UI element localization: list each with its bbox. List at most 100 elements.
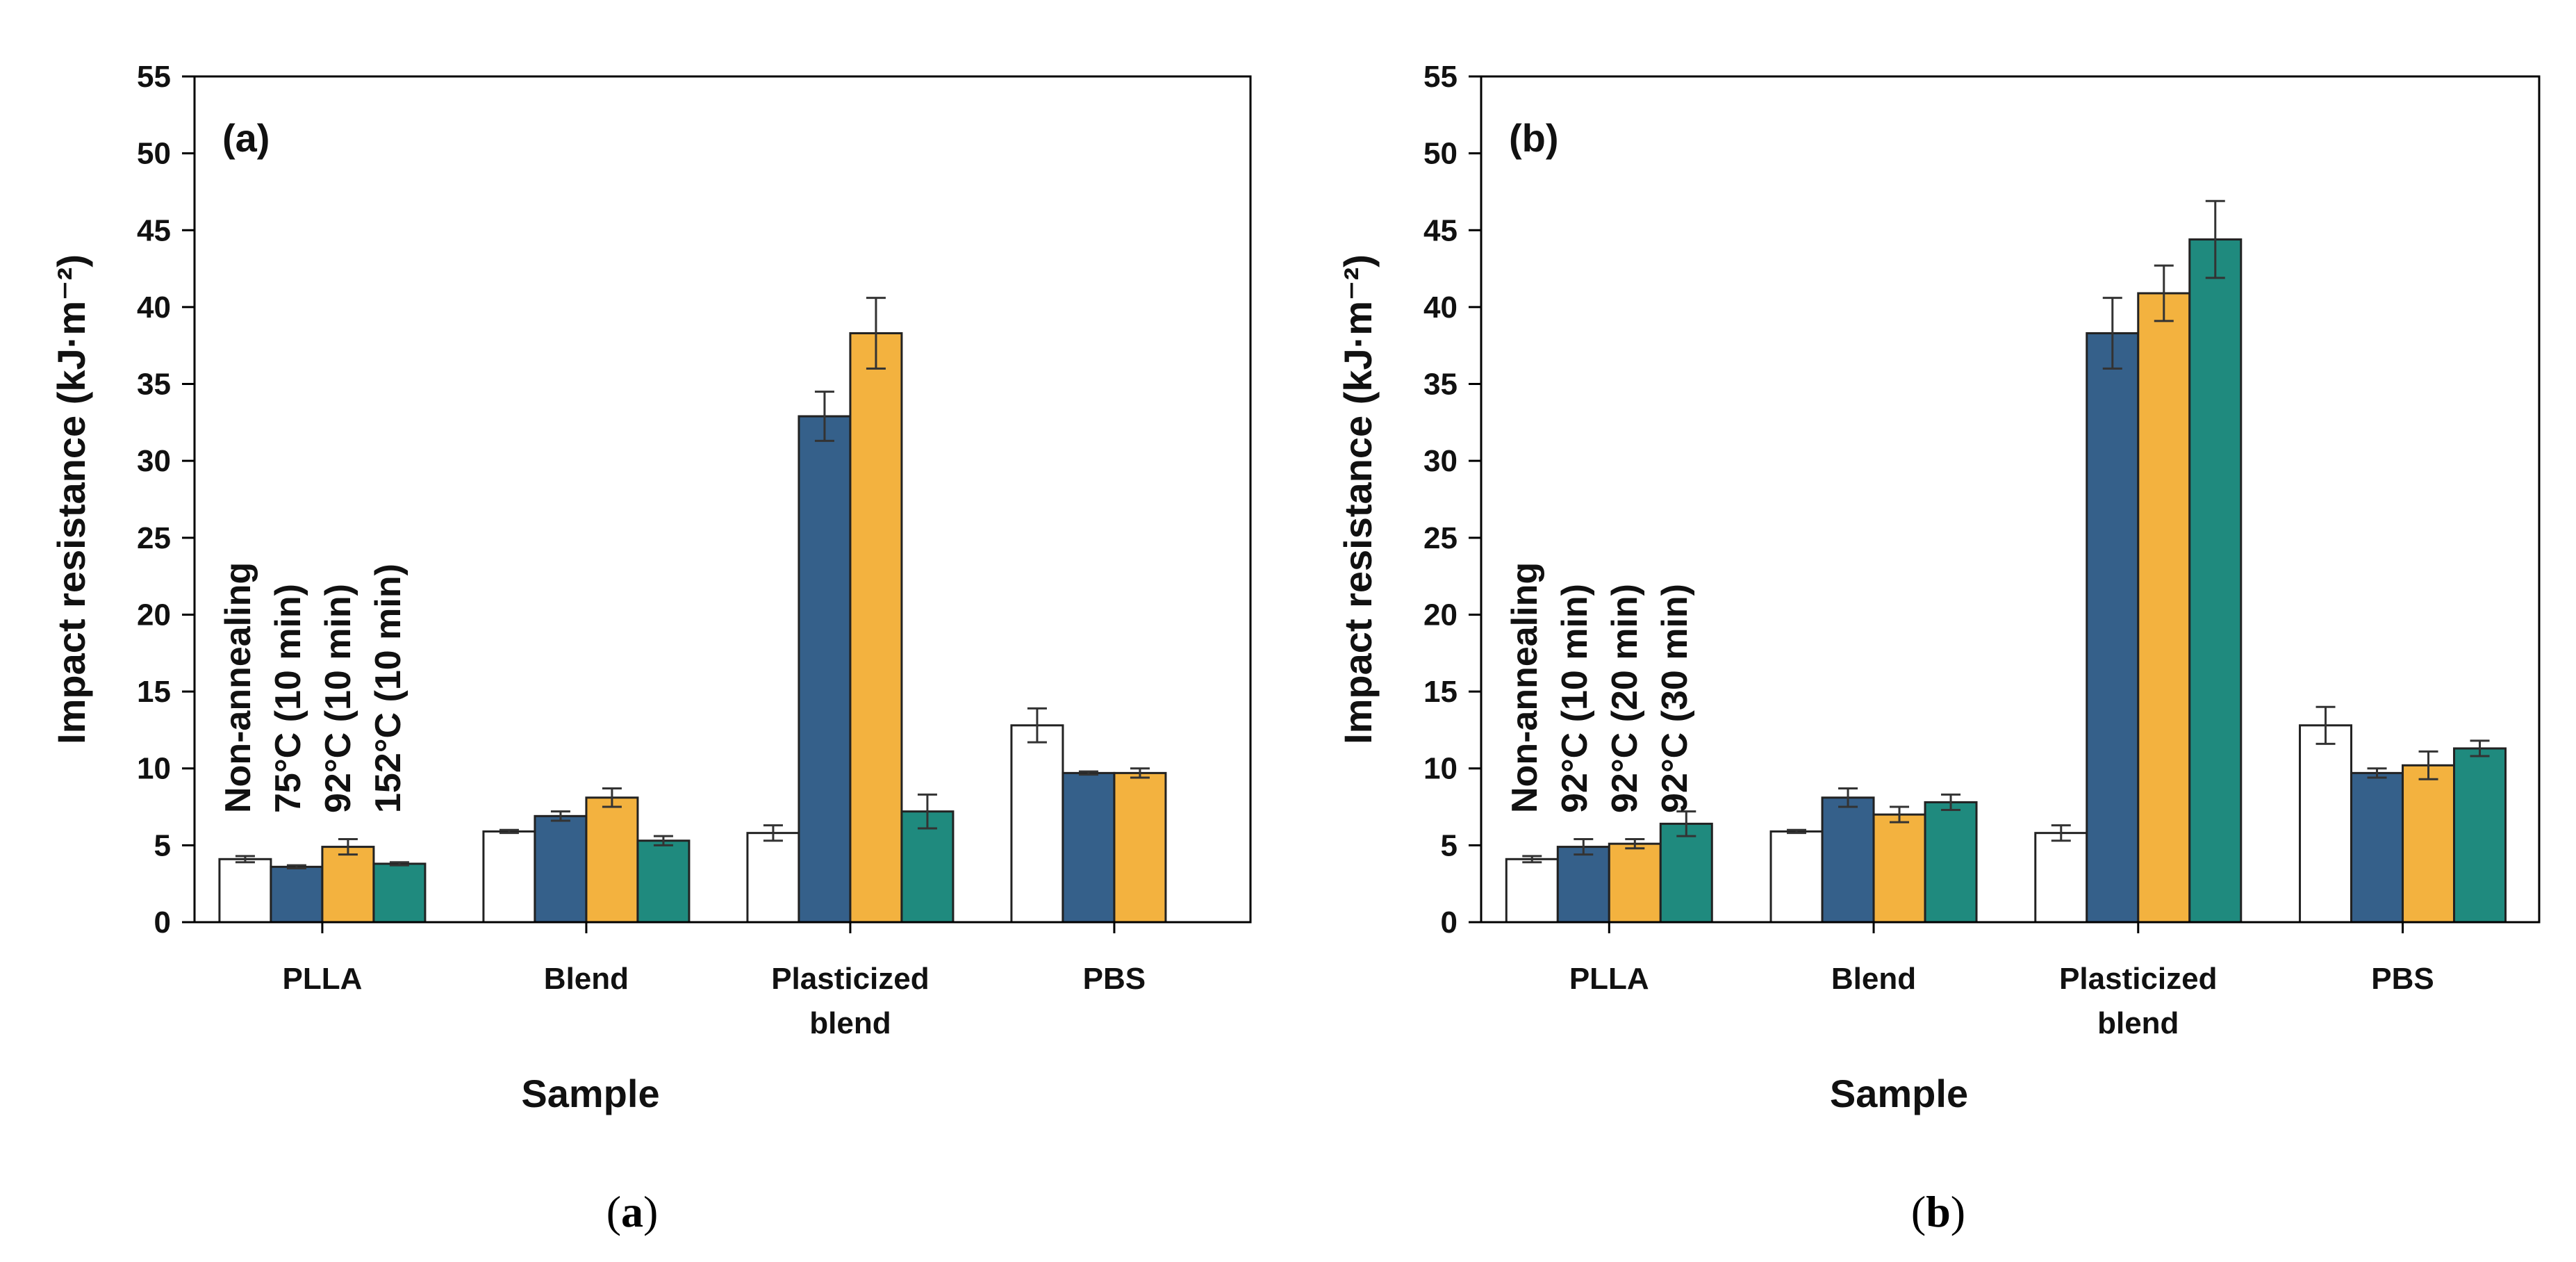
error-bar-a-1-3 [653, 835, 673, 846]
y-tick-label: 25 [137, 521, 171, 555]
y-tick-label: 55 [137, 60, 171, 94]
error-bar-b-1-3 [1941, 793, 1961, 811]
error-bar-b-2-2 [2154, 264, 2174, 322]
y-tick-label: 50 [137, 137, 171, 171]
legend-entry: 92°C (10 min) [318, 584, 358, 813]
legend-entry: 92°C (30 min) [1655, 584, 1695, 813]
error-bar-a-2-3 [917, 793, 937, 830]
error-bar-b-1-2 [1890, 805, 1910, 823]
bar-b-1-3 [1924, 801, 1978, 924]
bar-a-2-0 [746, 832, 800, 924]
chart-panel-a: 0 5 10 15 20 25 30 35 40 45 50 55 PLLA Blend Plasticiz… [49, 60, 1252, 1115]
x-tick-label: PLLA [1569, 962, 1649, 996]
error-bar-a-2-0 [763, 824, 783, 842]
error-bar-b-0-0 [1522, 855, 1542, 864]
x-tick-label: PBS [1083, 962, 1146, 996]
bar-b-3-0 [2299, 724, 2353, 924]
error-bar-a-1-1 [550, 810, 570, 822]
x-tick-label: PBS [2371, 962, 2434, 996]
x-tick-label: Plasticized blend [2059, 962, 2217, 1040]
y-tick-label: 0 [154, 905, 171, 940]
bar-b-3-3 [2453, 747, 2507, 924]
error-bar-a-3-0 [1027, 707, 1047, 744]
bar-a-2-3 [900, 810, 955, 924]
error-bar-a-1-2 [602, 787, 622, 808]
legend-entry: Non-annealing [1505, 562, 1545, 813]
error-bar-a-2-2 [866, 297, 886, 370]
error-bar-b-0-2 [1625, 838, 1645, 850]
bar-b-3-2 [2402, 764, 2456, 924]
error-bar-a-1-0 [499, 828, 519, 835]
error-bar-a-0-0 [235, 855, 255, 864]
y-tick-label: 40 [1423, 290, 1458, 325]
plot-frame [1480, 75, 2541, 924]
y-tick-label: 10 [1423, 752, 1458, 786]
bar-a-3-1 [1062, 771, 1116, 924]
error-bar-b-0-3 [1676, 810, 1696, 837]
legend-entry: 92°C (10 min) [1555, 584, 1595, 813]
y-tick-label: 40 [137, 290, 171, 325]
bar-a-2-1 [798, 415, 852, 924]
panel-tag: (b) [1509, 116, 1559, 160]
y-tick-label: 15 [137, 675, 171, 709]
y-tick-label: 20 [1423, 598, 1458, 632]
bar-b-2-1 [2086, 332, 2140, 924]
bar-a-3-2 [1113, 771, 1167, 924]
bar-a-0-1 [270, 865, 324, 924]
y-tick-label: 5 [1441, 828, 1458, 862]
legend-entry: Non-annealing [218, 562, 258, 813]
y-tick-label: 30 [137, 444, 171, 478]
y-tick-label: 35 [1423, 368, 1458, 402]
bar-a-1-0 [482, 830, 536, 924]
bar-b-0-0 [1505, 858, 1559, 924]
bar-a-1-3 [636, 839, 691, 924]
error-bar-b-3-0 [2315, 705, 2336, 745]
error-bar-a-2-1 [814, 391, 834, 442]
y-tick-label: 30 [1423, 444, 1458, 478]
legend-entry: 75°C (10 min) [268, 584, 308, 813]
x-tick-label: Plasticized blend [771, 962, 929, 1040]
x-axis-title: Sample [521, 1072, 659, 1115]
error-bar-b-3-1 [2367, 767, 2387, 779]
y-tick-label: 50 [1423, 137, 1458, 171]
bar-b-1-1 [1821, 796, 1875, 924]
y-tick-label: 45 [1423, 213, 1458, 247]
bar-b-0-3 [1659, 822, 1713, 924]
y-tick-label: 15 [1423, 675, 1458, 709]
bar-a-0-2 [321, 846, 375, 924]
bar-b-0-2 [1608, 842, 1662, 924]
bar-a-0-3 [372, 862, 427, 924]
x-axis-title: Sample [1830, 1072, 1968, 1115]
error-bar-b-1-0 [1787, 828, 1807, 835]
bar-b-3-1 [2350, 771, 2404, 924]
error-bar-b-2-1 [2102, 297, 2122, 370]
bar-a-1-1 [534, 814, 588, 924]
y-tick-label: 25 [1423, 521, 1458, 555]
bar-b-1-2 [1872, 813, 1926, 924]
error-bar-a-3-2 [1130, 767, 1150, 779]
y-tick-label: 35 [137, 368, 171, 402]
y-tick-label: 10 [137, 752, 171, 786]
bar-a-2-2 [849, 332, 903, 924]
error-bar-b-0-1 [1574, 838, 1594, 856]
bar-a-3-0 [1010, 724, 1064, 924]
y-tick-label: 55 [1423, 60, 1458, 94]
error-bar-a-0-1 [286, 864, 306, 870]
x-tick-label: Blend [1831, 962, 1916, 996]
x-tick-label: PLLA [282, 962, 362, 996]
bar-b-2-0 [2034, 832, 2088, 924]
y-tick-label: 45 [137, 213, 171, 247]
y-axis-title: Impact resistance (kJ·m⁻²) [49, 254, 93, 744]
figure-caption: (a) [606, 1187, 659, 1236]
error-bar-b-3-2 [2418, 750, 2438, 780]
bar-b-2-3 [2188, 238, 2243, 924]
y-tick-label: 0 [1441, 905, 1458, 940]
bar-a-0-0 [218, 858, 272, 924]
legend-entry: 152°C (10 min) [368, 564, 408, 813]
figure-caption: (b) [1911, 1187, 1965, 1236]
error-bar-b-1-1 [1838, 787, 1858, 808]
y-tick-label: 20 [137, 598, 171, 632]
y-axis-title: Impact resistance (kJ·m⁻²) [1336, 254, 1380, 744]
bar-b-2-2 [2137, 292, 2191, 924]
